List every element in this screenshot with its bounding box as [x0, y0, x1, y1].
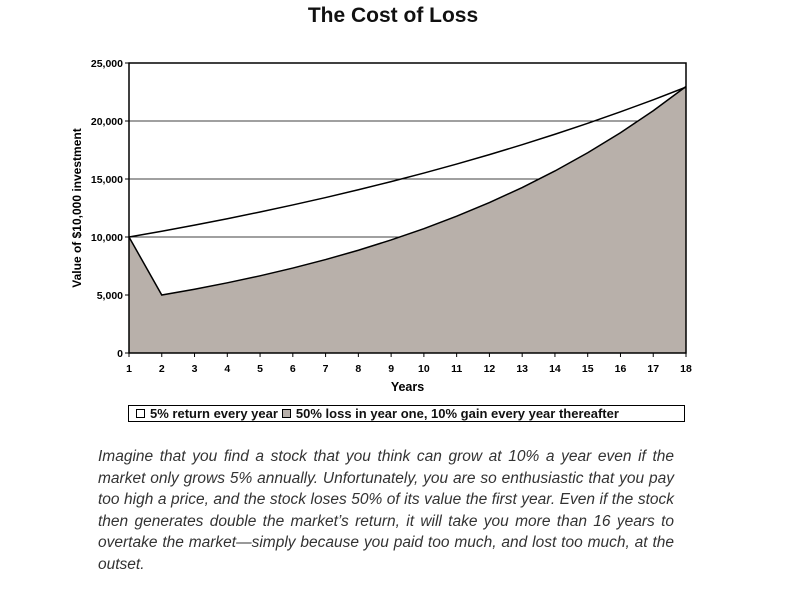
- legend-swatch-white: [136, 409, 145, 418]
- x-tick-label: 2: [159, 363, 165, 375]
- x-tick-label: 12: [484, 363, 496, 375]
- x-tick-label: 7: [323, 363, 329, 375]
- y-tick-label: 25,000: [91, 58, 123, 70]
- x-tick-labels: 1 2 3 4 5 6 7 8 9 10 11 12 13 14 15 16 17 18: [126, 363, 692, 375]
- x-tick-label: 17: [647, 363, 659, 375]
- x-tick-label: 10: [418, 363, 430, 375]
- y-tick-label: 10,000: [91, 232, 123, 244]
- y-tick-label: 0: [117, 348, 123, 360]
- legend-swatch-gray: [281, 409, 291, 418]
- x-tick-label: 3: [192, 363, 198, 375]
- market-series-line: [128, 86, 687, 238]
- legend-item-5pct: 5% return every year: [132, 406, 278, 421]
- x-tick-label: 18: [680, 363, 692, 375]
- loss-series-area: [129, 86, 686, 354]
- legend-label-5pct: 5% return every year: [150, 406, 278, 421]
- x-tick-label: 6: [290, 363, 296, 375]
- legend-label-loss: 50% loss in year one, 10% gain every yea…: [295, 406, 619, 421]
- y-axis-label: Value of $10,000 investment: [70, 128, 84, 287]
- x-tick-label: 8: [355, 363, 361, 375]
- y-tick-label: 20,000: [91, 116, 123, 128]
- area-series: [129, 86, 686, 354]
- plot-frame: [128, 62, 687, 354]
- caption-paragraph: Imagine that you find a stock that you t…: [98, 448, 674, 573]
- y-tick-label: 5,000: [97, 290, 123, 302]
- x-tick-label: 5: [257, 363, 263, 375]
- x-tick-label: 13: [516, 363, 528, 375]
- x-tick-label: 11: [451, 363, 462, 375]
- x-tick-label: 4: [224, 363, 230, 375]
- y-tick-labels: 0 5,000 10,000 15,000 20,000 25,000: [91, 58, 123, 360]
- line-series: [128, 85, 687, 296]
- chart-title: The Cost of Loss: [307, 4, 479, 27]
- x-tick-label: 15: [582, 363, 594, 375]
- x-tick-label: 9: [388, 363, 394, 375]
- x-tick-label: 16: [615, 363, 627, 375]
- loss-series-edge: [128, 85, 687, 296]
- x-axis-label: Years: [391, 380, 424, 394]
- x-tick-label: 14: [549, 363, 561, 375]
- chart-legend: 5% return every year 50% loss in year on…: [128, 405, 685, 422]
- x-tick-label: 1: [126, 363, 132, 375]
- y-tick-label: 15,000: [91, 174, 123, 186]
- legend-item-loss: 50% loss in year one, 10% gain every yea…: [278, 406, 619, 421]
